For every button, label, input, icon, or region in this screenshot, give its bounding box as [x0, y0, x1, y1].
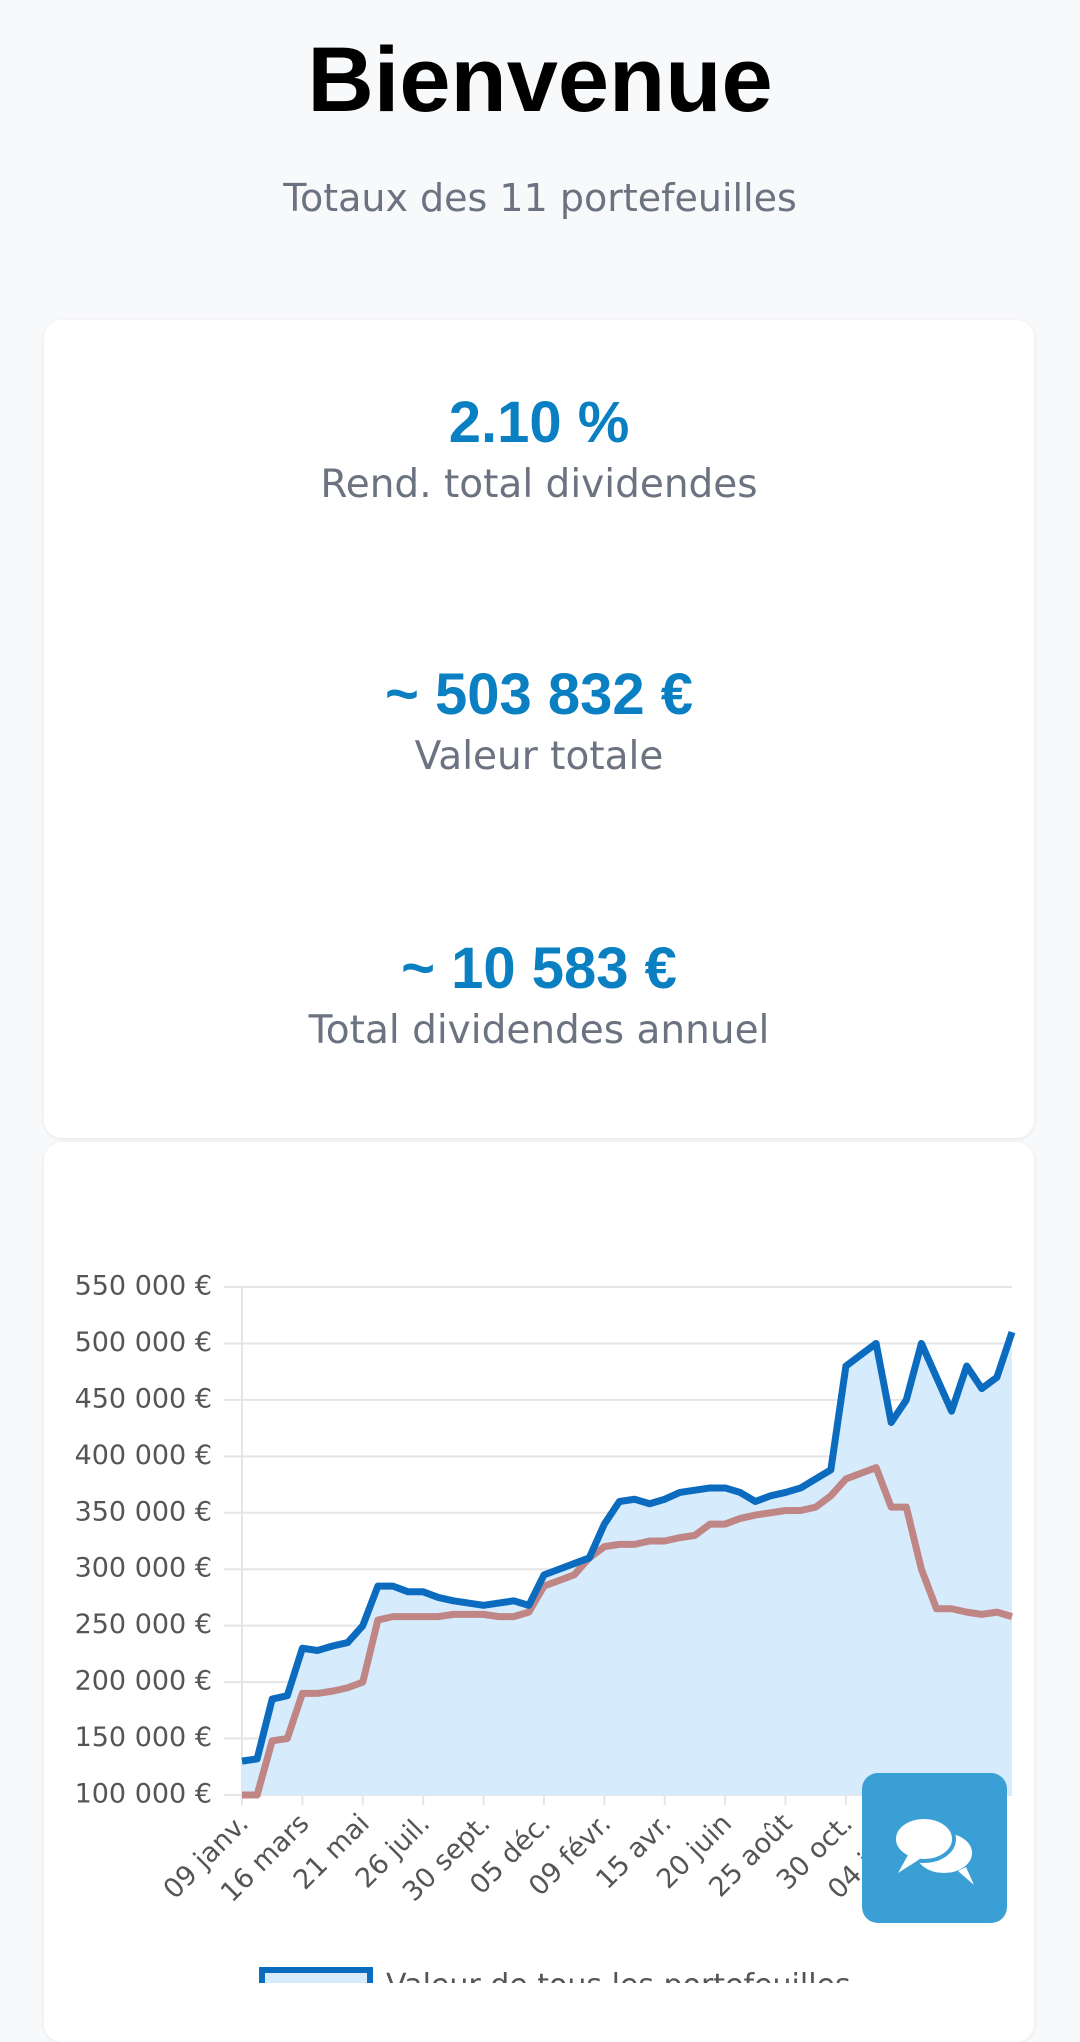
line: [242, 1464, 1014, 1799]
y-tick-label: 200 000 €: [75, 1666, 212, 1697]
y-tick-label: 150 000 €: [75, 1722, 212, 1753]
page: {"header":{"title":"Bienvenue","subtitle…: [44, 29, 1034, 1983]
legend-swatch: [259, 1967, 373, 1983]
chart: 100 000 € 150 000 € 200 000 € 250 000 € 300 …: [75, 1271, 1016, 1983]
chat-button[interactable]: [862, 1773, 1007, 1923]
area: [242, 1332, 1012, 1795]
stat: ~ 503 832 € Valeur totale: [44, 662, 1034, 782]
y-tick-label: 450 000 €: [75, 1383, 212, 1414]
stat-value: 2.10 %: [448, 390, 630, 455]
y-tick-label: 100 000 €: [75, 1779, 212, 1810]
y-tick-label: 250 000 €: [75, 1609, 212, 1640]
stat-label: Total dividendes annuel: [308, 1008, 770, 1053]
line: [241, 1331, 1016, 1765]
y-tick-label: 350 000 €: [75, 1496, 212, 1527]
title: Bienvenue: [307, 29, 773, 131]
stat: ~ 10 583 € Total dividendes annuel: [44, 936, 1034, 1056]
stat-value: ~ 503 832 €: [384, 662, 693, 727]
subtitle: Totaux des 11 portefeuilles: [283, 176, 797, 220]
stat: 2.10 % Rend. total dividendes: [44, 390, 1034, 510]
y-tick-label: 550 000 €: [75, 1271, 212, 1302]
stat-label: Valeur totale: [414, 734, 664, 779]
stat-label: Rend. total dividendes: [320, 462, 758, 507]
chat-icon: [892, 1815, 976, 1885]
y-tick-label: 300 000 €: [75, 1553, 212, 1584]
stat-value: ~ 10 583 €: [401, 936, 677, 1001]
y-tick-label: 400 000 €: [75, 1440, 212, 1471]
legend-label: Valeur de tous les portefeuilles: [386, 1968, 851, 1983]
y-tick-label: 500 000 €: [75, 1327, 212, 1358]
stats-card: 2.10 % Rend. total dividendes ~ 503 832 €…: [44, 320, 1034, 1138]
